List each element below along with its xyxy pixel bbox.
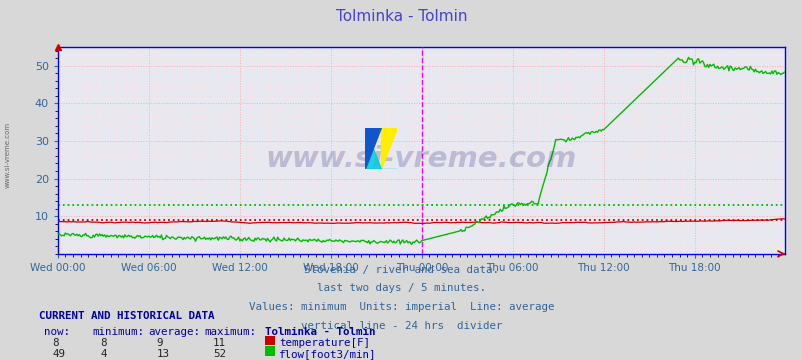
Text: 13: 13 bbox=[156, 349, 169, 359]
Text: CURRENT AND HISTORICAL DATA: CURRENT AND HISTORICAL DATA bbox=[38, 311, 214, 321]
Text: temperature[F]: temperature[F] bbox=[279, 338, 370, 348]
Text: flow[foot3/min]: flow[foot3/min] bbox=[279, 349, 376, 359]
Text: Tolminka - Tolmin: Tolminka - Tolmin bbox=[265, 327, 375, 337]
Text: 11: 11 bbox=[213, 338, 225, 348]
Text: 9: 9 bbox=[156, 338, 163, 348]
Polygon shape bbox=[381, 128, 397, 169]
Text: Values: minimum  Units: imperial  Line: average: Values: minimum Units: imperial Line: av… bbox=[249, 302, 553, 312]
Text: 52: 52 bbox=[213, 349, 225, 359]
Text: 8: 8 bbox=[52, 338, 59, 348]
Polygon shape bbox=[365, 128, 381, 169]
Text: vertical line - 24 hrs  divider: vertical line - 24 hrs divider bbox=[301, 321, 501, 331]
Text: last two days / 5 minutes.: last two days / 5 minutes. bbox=[317, 283, 485, 293]
Text: average:: average: bbox=[148, 327, 200, 337]
Text: maximum:: maximum: bbox=[205, 327, 257, 337]
Text: 4: 4 bbox=[100, 349, 107, 359]
Polygon shape bbox=[365, 128, 381, 169]
Text: 49: 49 bbox=[52, 349, 65, 359]
Text: minimum:: minimum: bbox=[92, 327, 144, 337]
Text: www.si-vreme.com: www.si-vreme.com bbox=[265, 145, 576, 172]
Text: Tolminka - Tolmin: Tolminka - Tolmin bbox=[335, 9, 467, 24]
Text: 8: 8 bbox=[100, 338, 107, 348]
Text: Slovenia / river and sea data.: Slovenia / river and sea data. bbox=[304, 265, 498, 275]
Text: www.si-vreme.com: www.si-vreme.com bbox=[5, 122, 11, 188]
Text: now:: now: bbox=[44, 327, 70, 337]
